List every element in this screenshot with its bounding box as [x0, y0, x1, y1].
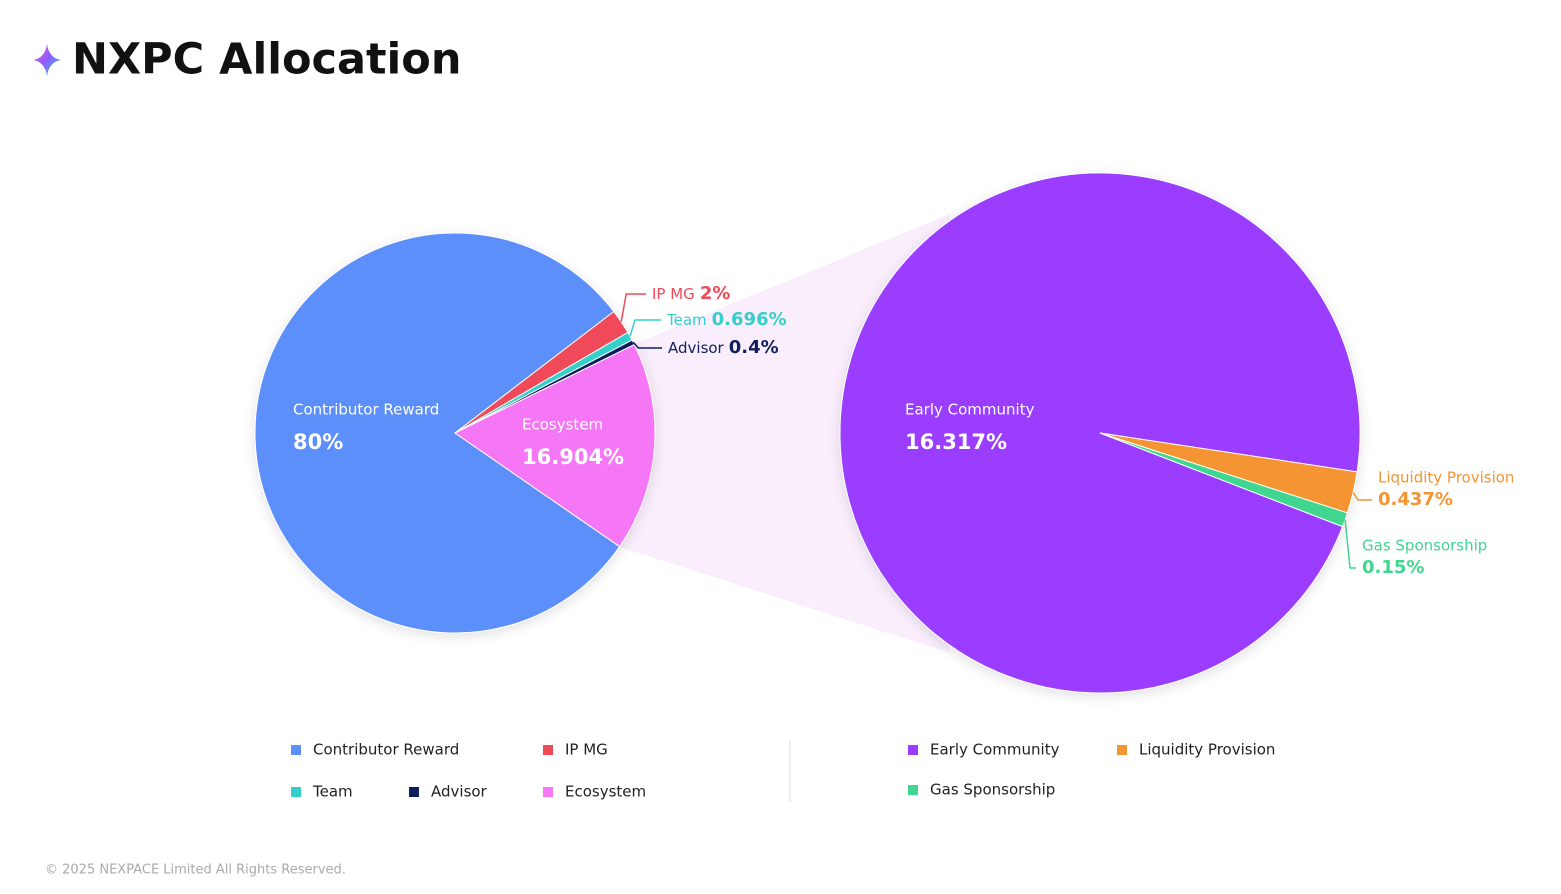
slices: [254, 232, 656, 634]
legend-swatch: [291, 787, 301, 797]
legend-label: Advisor: [431, 783, 488, 801]
legend-swatch: [1117, 745, 1127, 755]
slice-label: Early Community: [905, 401, 1035, 419]
slice-value: 16.904%: [522, 445, 624, 469]
slice-value: 0.437%: [1378, 489, 1453, 510]
slice-name: IP MG: [652, 285, 695, 303]
pie-slice: [1099, 432, 1349, 528]
leader-line: [632, 341, 662, 349]
slice-label: Liquidity Provision: [1378, 469, 1514, 487]
legend-label: Team: [312, 783, 353, 801]
leader-line: [629, 319, 661, 337]
pie-detail: Early Community 16.317% Early Community Liq…: [839, 172, 1514, 799]
slice-value: 0.4%: [729, 337, 779, 358]
footer: © 2025 NEXPACE Limited All Rights Reserv…: [45, 863, 346, 878]
leader-line: [620, 293, 646, 322]
page-title: NXPC Allocation: [72, 35, 461, 85]
slice-label: IP MG 2%: [652, 283, 730, 304]
legend-label: IP MG: [565, 741, 608, 759]
slice-label: Ecosystem: [522, 416, 603, 434]
slice-name: Advisor: [668, 339, 725, 357]
legend-label: Gas Sponsorship: [930, 781, 1055, 799]
pie-main: Contributor Reward 80% Contributor Reward I…: [254, 232, 787, 801]
legend-label: Contributor Reward: [313, 741, 459, 759]
legend-label: Liquidity Provision: [1139, 741, 1275, 759]
slice-value: 16.317%: [905, 430, 1007, 454]
legend-swatch: [409, 787, 419, 797]
leader-line: [1352, 492, 1372, 501]
slice-label: Team 0.696%: [666, 309, 787, 330]
pie-slice: [254, 232, 621, 634]
legend-swatch: [543, 745, 553, 755]
slice-label: Gas Sponsorship: [1362, 537, 1487, 555]
legend-swatch: [291, 745, 301, 755]
slice-name: Team: [666, 311, 707, 329]
legend-swatch: [908, 785, 918, 795]
logo-star: [33, 44, 61, 76]
legend-swatch: [908, 745, 918, 755]
legend-label: Ecosystem: [565, 783, 646, 801]
slice-value: 0.696%: [712, 309, 787, 330]
slice-value: 80%: [293, 430, 343, 454]
slice-label: Contributor Reward: [293, 401, 439, 419]
legend-swatch: [543, 787, 553, 797]
slice-label: Advisor 0.4%: [668, 337, 779, 358]
slice-value: 2%: [700, 283, 731, 304]
slice-value: 0.15%: [1362, 557, 1424, 578]
slices: [839, 172, 1361, 694]
legend-label: Early Community: [930, 741, 1060, 759]
pie-slice: [454, 343, 656, 548]
leader-line: [1344, 519, 1356, 569]
